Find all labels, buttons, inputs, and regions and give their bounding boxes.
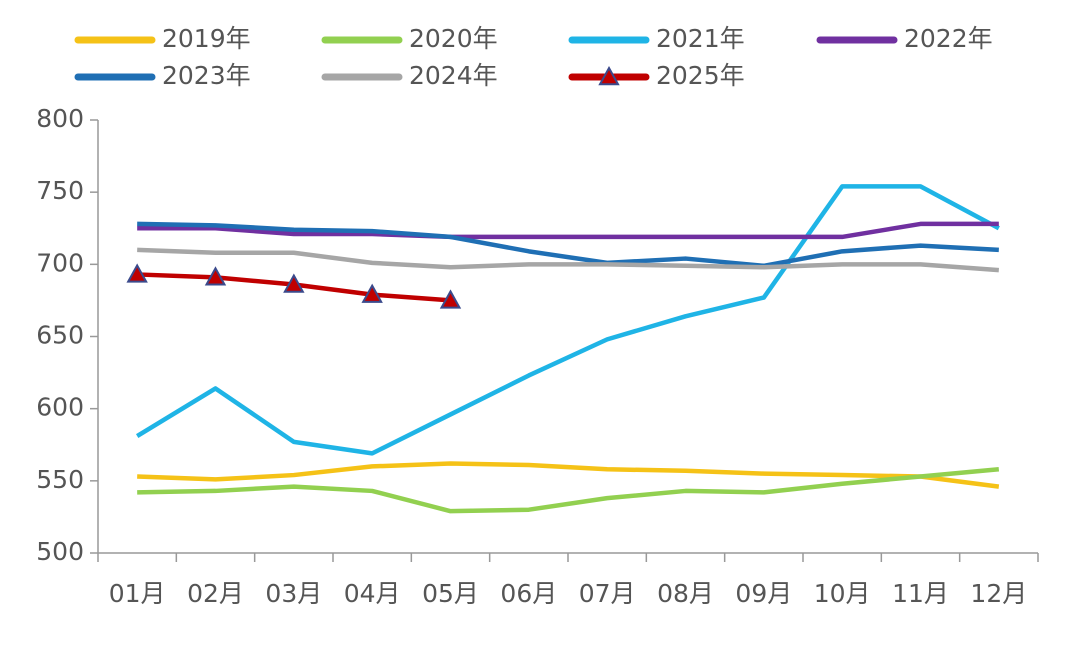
x-tick-label: 11月	[892, 579, 949, 608]
x-tick-label: 02月	[187, 579, 244, 608]
legend-label: 2019年	[162, 24, 251, 53]
point-marker	[361, 283, 383, 303]
series-line	[137, 221, 999, 269]
point-marker	[439, 289, 462, 309]
y-tick-label: 650	[36, 321, 84, 350]
point-marker	[126, 263, 148, 283]
legend-label: 2025年	[656, 61, 745, 90]
y-tick-label: 600	[36, 393, 84, 422]
x-tick-label: 12月	[970, 579, 1027, 608]
x-tick-label: 03月	[265, 579, 322, 608]
y-tick-label: 800	[36, 104, 84, 133]
x-tick-label: 10月	[814, 579, 871, 608]
series-line	[137, 221, 999, 240]
legend-label: 2024年	[409, 61, 498, 90]
series-line	[137, 247, 999, 273]
legend-label: 2021年	[656, 24, 745, 53]
legend-label: 2020年	[409, 24, 498, 53]
y-tick-label: 500	[36, 537, 84, 566]
y-tick-label: 750	[36, 176, 84, 205]
x-tick-label: 05月	[422, 579, 479, 608]
y-tick-label: 550	[36, 465, 84, 494]
series-line	[137, 467, 1000, 514]
point-marker	[204, 266, 227, 286]
legend-marker	[598, 65, 620, 86]
legend-label: 2023年	[162, 61, 251, 90]
x-tick-label: 04月	[344, 579, 401, 608]
x-tick-label: 06月	[500, 579, 557, 608]
x-tick-label: 01月	[109, 579, 166, 608]
x-tick-label: 09月	[735, 579, 792, 608]
legend-label: 2022年	[904, 24, 993, 53]
point-marker	[283, 273, 305, 293]
series-line	[135, 184, 1000, 456]
series-line	[137, 461, 1000, 489]
y-tick-label: 700	[36, 248, 84, 277]
x-tick-label: 08月	[657, 579, 714, 608]
x-tick-label: 07月	[579, 579, 636, 608]
